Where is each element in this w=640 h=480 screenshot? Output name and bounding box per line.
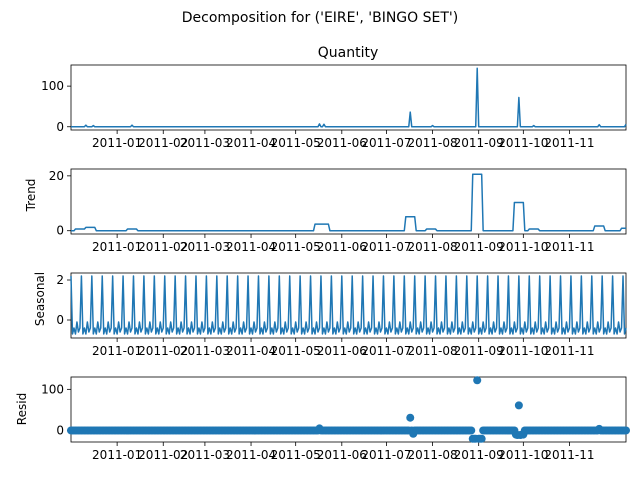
x-tick-label: 2011-04: [226, 240, 276, 254]
x-tick-label: 2011-05: [271, 136, 321, 150]
x-tick-label: 2011-06: [317, 240, 367, 254]
resid-point: [406, 413, 415, 422]
trend-series-line: [71, 173, 626, 232]
axes-frame: [70, 64, 627, 131]
x-tick-label: 2011-07: [361, 448, 411, 462]
seasonal-series-line: [70, 275, 627, 335]
x-tick-label: 2011-05: [271, 240, 321, 254]
x-tick-label: 2011-10: [498, 344, 548, 358]
y-tick-label: 0: [56, 224, 64, 238]
x-tick-label: 2011-08: [407, 136, 457, 150]
plot-area: [71, 67, 627, 128]
x-tick-label: 2011-10: [498, 240, 548, 254]
axes-frame: [70, 376, 627, 443]
x-tick-label: 2011-11: [544, 344, 594, 358]
y-tick-label: 100: [41, 382, 64, 396]
x-tick-label: 2011-02: [138, 344, 188, 358]
x-tick-label: 2011-06: [317, 448, 367, 462]
y-tick-label: 20: [49, 169, 64, 183]
x-tick-label: 2011-03: [180, 344, 230, 358]
quantity-series-line: [71, 67, 627, 128]
plot-area: [71, 173, 626, 232]
x-tick-label: 2011-03: [180, 136, 230, 150]
x-tick-label: 2011-09: [454, 136, 504, 150]
trend-panel: 0202011-012011-022011-032011-042011-0520…: [49, 168, 627, 254]
x-tick-label: 2011-10: [498, 136, 548, 150]
y-tick-label: 0: [56, 313, 64, 327]
x-tick-label: 2011-11: [544, 240, 594, 254]
resid-point: [477, 434, 486, 443]
resid-ylabel: Resid: [15, 393, 29, 425]
y-tick-label: 100: [41, 79, 64, 93]
x-tick-label: 2011-02: [138, 240, 188, 254]
x-tick-label: 2011-03: [180, 240, 230, 254]
x-tick-label: 2011-01: [92, 344, 142, 358]
resid-panel: 01002011-012011-022011-032011-042011-052…: [41, 376, 630, 462]
y-tick-label: 2: [56, 273, 64, 287]
x-tick-label: 2011-01: [92, 448, 142, 462]
trend-ylabel: Trend: [24, 179, 38, 213]
x-tick-label: 2011-04: [226, 344, 276, 358]
resid-point: [514, 401, 523, 410]
resid-point: [473, 376, 482, 385]
x-tick-label: 2011-02: [138, 448, 188, 462]
x-tick-label: 2011-06: [317, 136, 367, 150]
seasonal-ylabel: Seasonal: [33, 272, 47, 326]
x-tick-label: 2011-01: [92, 136, 142, 150]
x-tick-label: 2011-07: [361, 136, 411, 150]
x-tick-label: 2011-09: [454, 240, 504, 254]
x-tick-label: 2011-09: [454, 448, 504, 462]
x-tick-label: 2011-07: [361, 240, 411, 254]
x-tick-label: 2011-05: [271, 344, 321, 358]
x-tick-label: 2011-06: [317, 344, 367, 358]
resid-point: [622, 426, 630, 435]
axes-frame: [70, 168, 627, 235]
seasonal-panel: 022011-012011-022011-032011-042011-05201…: [56, 272, 627, 358]
figure-title: Decomposition for ('EIRE', 'BINGO SET'): [182, 10, 458, 26]
x-tick-label: 2011-04: [226, 448, 276, 462]
x-tick-label: 2011-08: [407, 240, 457, 254]
observed-panel: 01002011-012011-022011-032011-042011-052…: [41, 64, 627, 150]
x-tick-label: 2011-04: [226, 136, 276, 150]
x-tick-label: 2011-05: [271, 448, 321, 462]
x-tick-label: 2011-02: [138, 136, 188, 150]
resid-point: [467, 426, 476, 435]
x-tick-label: 2011-08: [407, 448, 457, 462]
x-tick-label: 2011-11: [544, 448, 594, 462]
plot-area: [67, 376, 630, 443]
plot-area: [70, 275, 627, 335]
x-tick-label: 2011-11: [544, 136, 594, 150]
y-tick-label: 0: [56, 120, 64, 134]
x-tick-label: 2011-10: [498, 448, 548, 462]
x-tick-label: 2011-03: [180, 448, 230, 462]
x-tick-label: 2011-08: [407, 344, 457, 358]
x-tick-label: 2011-01: [92, 240, 142, 254]
observed-panel-title: Quantity: [318, 45, 379, 61]
x-tick-label: 2011-09: [454, 344, 504, 358]
axes-frame: [70, 272, 627, 339]
y-tick-label: 0: [56, 423, 64, 437]
x-tick-label: 2011-07: [361, 344, 411, 358]
